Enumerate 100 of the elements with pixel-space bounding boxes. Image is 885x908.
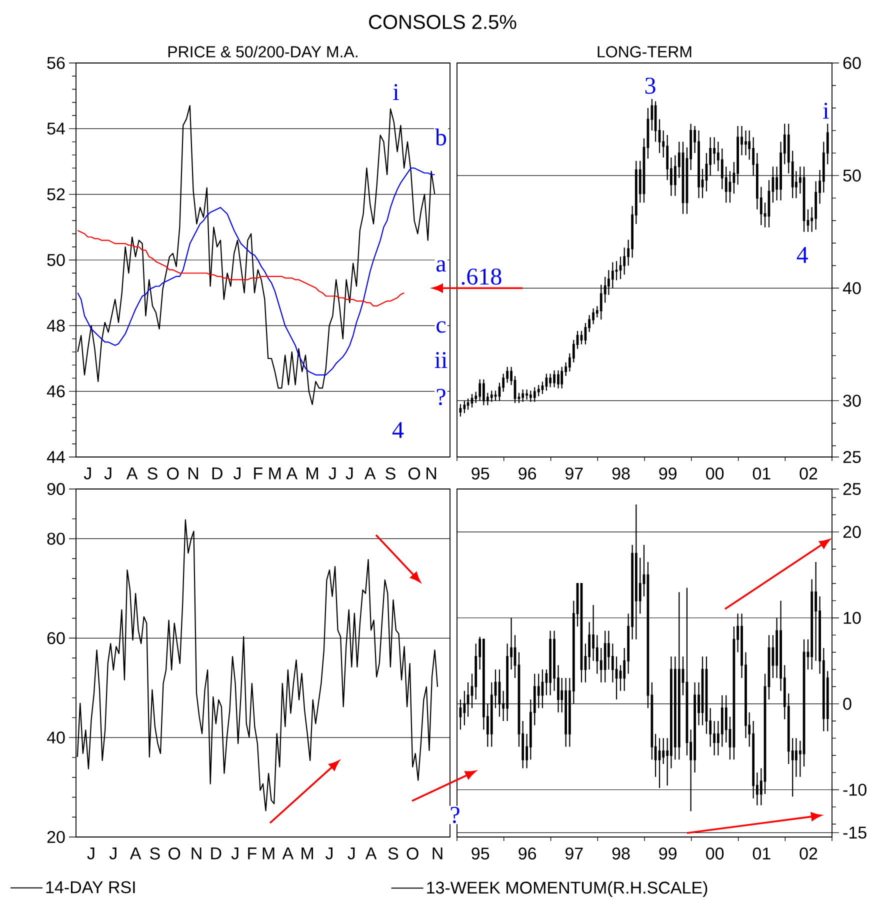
candlestick [604,630,606,683]
x-tick-label: O [168,848,180,860]
candlestick [744,130,747,156]
x-tick-label: N [192,848,202,860]
y-tick-label: 10 [844,612,861,624]
y-tick-label: 40 [46,732,65,744]
y-tick-label: 30 [843,394,861,407]
x-tick-label: 01 [752,468,770,480]
x-tick-label: 96 [518,468,536,480]
x-tick-label: A [282,848,294,860]
x-tick-label: 95 [472,848,490,860]
x-tick-label: N [188,468,198,480]
y-tick-label: 50 [843,170,861,182]
x-tick-label: 96 [518,848,536,860]
y-tick-label: 40 [842,282,861,294]
annotation: 3 [645,78,656,94]
y-tick-label: 60 [843,56,861,70]
x-tick-label: O [406,848,418,860]
y-tick-label: 44 [46,451,65,463]
candlestick [553,370,556,388]
x-tick-label: J [84,468,91,480]
y-tick-label: 56 [47,56,65,70]
x-tick-label: A [126,468,138,480]
candlestick [549,630,552,696]
x-tick-label: 02 [800,848,818,860]
x-tick-label: S [150,848,160,860]
y-tick-label: 54 [47,122,65,135]
x-tick-label: J [326,848,332,860]
candlestick [560,366,564,389]
x-tick-label: A [130,848,142,860]
annotation: 4 [392,422,404,438]
candlestick [634,504,638,640]
candlestick [678,592,680,760]
annotation: a [436,260,446,272]
candlestick [482,378,485,406]
candlestick [490,390,493,402]
annotation: ? [450,806,460,824]
x-tick-label: J [346,468,353,480]
x-tick-label: J [104,468,112,480]
candlestick [564,677,568,748]
y-tick-label: 0 [843,698,852,710]
x-tick-label: 97 [566,848,583,860]
x-tick-label: J [328,468,336,480]
x-tick-label: 00 [706,468,724,480]
candlestick [549,373,552,388]
x-tick-label: J [109,848,116,860]
candlestick [529,390,532,402]
chart-title: LONG-TERM [598,46,692,58]
x-tick-label: F [254,468,262,480]
candlestick [526,388,528,400]
x-tick-label: 01 [752,848,770,860]
y-tick-label: 25 [843,482,861,496]
x-tick-label: J [234,468,240,480]
x-tick-label: 99 [659,848,677,860]
y-tick-label: -15 [843,826,866,839]
x-tick-label: 98 [612,468,630,480]
annotation: 4 [796,247,808,263]
y-tick-label: -10 [843,784,866,796]
annotation: c [436,321,446,333]
x-tick-label: M [306,468,318,480]
annotation: i [393,84,399,100]
candlestick [478,378,482,402]
legend-label: 13-WEEK MOMENTUM(R.H.SCALE) [427,881,708,898]
x-tick-label: N [426,468,436,480]
x-tick-label: A [286,468,298,480]
y-tick-label: 20 [47,830,65,844]
y-tick-label: 48 [46,320,65,332]
x-tick-label: A [364,468,376,480]
x-tick-label: N [432,848,442,860]
x-tick-label: F [248,848,256,860]
x-tick-label: 97 [566,468,583,480]
x-tick-label: M [262,848,274,860]
x-tick-label: O [167,468,179,480]
chart-title: CONSOLS 2.5% [369,14,516,30]
annotation: b [435,128,446,146]
annotation: ? [436,388,446,406]
x-tick-label: M [302,848,314,860]
candlestick [557,370,560,389]
x-tick-label: M [269,468,281,480]
x-tick-label: J [87,848,94,860]
x-tick-label: S [386,468,396,480]
x-tick-label: J [231,848,238,860]
x-tick-label: 02 [800,468,818,480]
candlestick [698,130,700,199]
x-tick-label: 00 [706,848,724,860]
annotation: ii [434,352,448,368]
x-tick-label: S [388,848,398,860]
annotation: .618 [462,268,502,285]
x-tick-label: 99 [659,468,677,480]
y-tick-label: 50 [47,254,65,266]
legend-label: 14-DAY RSI [46,881,135,894]
x-tick-label: A [365,848,377,860]
x-tick-label: S [148,468,158,480]
x-tick-label: 98 [612,848,630,860]
annotation: i [823,102,829,119]
y-tick-label: 90 [47,482,65,496]
y-tick-label: 80 [47,532,65,545]
y-tick-label: 52 [47,188,65,200]
x-tick-label: D [212,468,222,480]
candlestick [522,388,524,402]
